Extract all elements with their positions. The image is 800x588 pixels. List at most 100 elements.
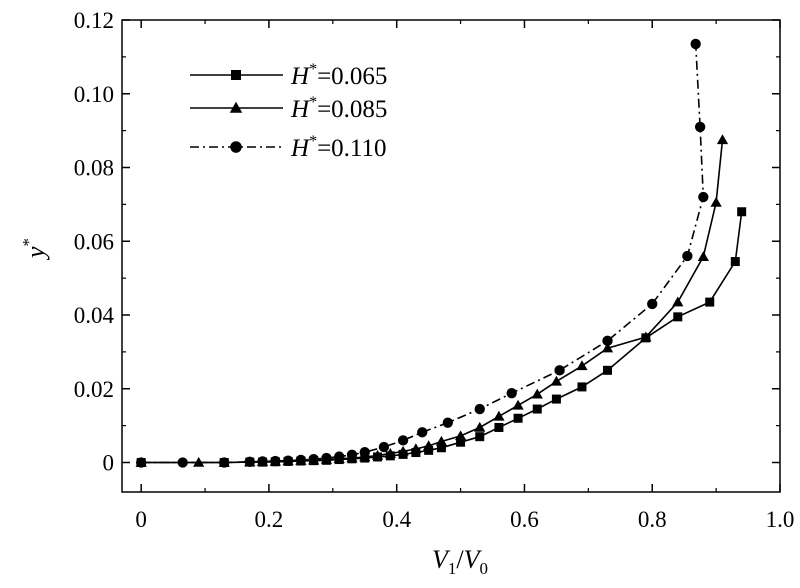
series-3-point: [219, 457, 230, 468]
series-markers: [135, 38, 747, 468]
series-3-point: [244, 456, 255, 467]
series-2-point: [576, 360, 588, 371]
series-2-point: [697, 251, 709, 261]
x-axis-title-sub1: 1: [448, 559, 457, 578]
series-3-point: [135, 457, 147, 468]
legend-marker: [229, 101, 243, 113]
series-3-point: [257, 456, 268, 467]
y-axis-title-sup: *: [19, 238, 38, 247]
series-2-point: [710, 196, 722, 207]
x-axis-title-sep: /: [456, 545, 464, 574]
series-3-point: [417, 427, 428, 438]
y-tick-label: 0.12: [74, 8, 114, 33]
legend-item-2: H*=0.085: [190, 94, 387, 123]
series-1-point: [603, 365, 613, 375]
x-tick-label: 0: [135, 507, 147, 532]
series-3-point: [295, 454, 307, 466]
series-1-point: [737, 207, 747, 217]
series-1-point: [494, 422, 504, 432]
series-2-point: [512, 399, 524, 410]
series-1-point: [730, 257, 740, 267]
series-1-point: [475, 432, 485, 442]
series-1-point: [705, 297, 715, 307]
legend-marker: [230, 141, 242, 153]
series-2-point: [550, 375, 563, 386]
legend-label-sup: *: [309, 133, 317, 150]
series-2-point: [371, 449, 384, 460]
x-axis-title-base: V: [432, 545, 451, 574]
series-1-point: [424, 445, 434, 455]
legend-label-sup: *: [309, 61, 317, 78]
series-1-point: [456, 437, 466, 447]
legend-label: H*=0.065: [290, 61, 387, 90]
y-tick-label: 0.08: [74, 156, 114, 181]
y-tick-labels: 0 0.02 0.04 0.06 0.08 0.10 0.12: [74, 8, 115, 476]
series-2-point: [493, 410, 505, 421]
series-1-point: [436, 443, 446, 453]
plot-frame: [121, 19, 781, 493]
x-tick-label: 0.8: [638, 507, 667, 532]
series-1-point: [673, 312, 683, 322]
legend-label-base: H: [290, 96, 311, 123]
x-tick-label: 1.0: [766, 507, 795, 532]
y-axis-title: y*: [19, 238, 50, 261]
x-tick-labels: 0 0.2 0.4 0.6 0.8 1.0: [135, 507, 794, 532]
series-3-point: [506, 388, 517, 399]
series-2-point: [384, 448, 396, 458]
series-line-2: [141, 139, 724, 464]
series-2-point: [640, 331, 652, 342]
series-3-point: [282, 455, 294, 466]
y-tick-label: 0: [103, 451, 115, 476]
series-3-point: [378, 441, 390, 453]
legend-label-base: H: [290, 63, 311, 90]
series-3-point: [334, 451, 345, 462]
series-1-point: [577, 382, 587, 392]
y-tick-label: 0.06: [74, 229, 114, 254]
series-2-point: [454, 430, 467, 441]
y-tick-label: 0.04: [74, 303, 115, 328]
series-lines: [141, 43, 743, 464]
legend-item-3: H*=0.110: [190, 133, 386, 162]
series-2-point: [716, 134, 729, 145]
series-2-point: [474, 421, 486, 432]
legend-label-rest: =0.110: [317, 135, 386, 162]
x-axis-title-base2: V: [464, 545, 483, 574]
series-2-point: [435, 435, 448, 446]
series-3-point: [397, 435, 409, 446]
legend-marker: [231, 70, 241, 80]
y-tick-label: 0.02: [74, 377, 114, 402]
y-tick-label: 0.10: [74, 82, 114, 107]
series-1-point: [513, 413, 523, 423]
series-3-point: [270, 455, 281, 467]
series-1-point: [532, 404, 542, 414]
series-3-point: [359, 447, 370, 458]
series-3-point: [554, 365, 565, 376]
legend-item-1: H*=0.065: [190, 61, 387, 90]
series-3-point: [694, 121, 706, 133]
series-2-point: [672, 296, 684, 307]
series-3-point: [177, 457, 188, 468]
series-3-point: [308, 454, 319, 465]
legend-label-base: H: [290, 135, 311, 162]
legend-label: H*=0.085: [290, 94, 387, 123]
x-tick-label: 0.4: [382, 507, 411, 532]
legend-label-rest: =0.065: [317, 63, 387, 90]
series-2-point: [601, 342, 614, 353]
series-3-point: [647, 298, 658, 310]
series-3-point: [321, 452, 332, 464]
series-2-point: [410, 443, 422, 454]
series-2-point: [531, 388, 543, 399]
series-3-point: [698, 191, 709, 203]
x-axis-title-sub2: 0: [480, 559, 489, 578]
x-axis-title: V1/V0: [432, 545, 488, 578]
series-3-point: [682, 250, 693, 262]
series-2-point: [397, 445, 409, 456]
y-axis-title-base: y: [21, 246, 50, 261]
x-tick-label: 0.6: [510, 507, 539, 532]
series-3-point: [442, 417, 453, 428]
series-3-point: [346, 449, 358, 460]
series-2-point: [193, 456, 205, 467]
axis-ticks: [122, 19, 781, 492]
